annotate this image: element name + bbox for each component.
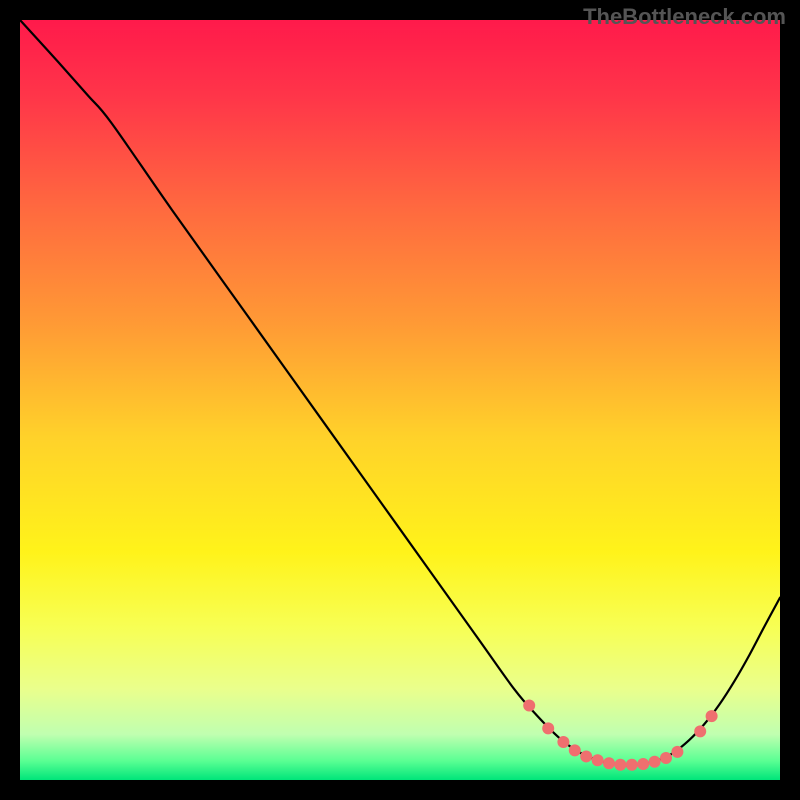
data-marker <box>580 750 592 762</box>
data-marker <box>637 758 649 770</box>
data-marker <box>706 710 718 722</box>
data-marker <box>626 759 638 771</box>
data-marker <box>614 759 626 771</box>
chart-svg <box>0 0 800 800</box>
chart-stage: TheBottleneck.com <box>0 0 800 800</box>
data-marker <box>694 725 706 737</box>
data-marker <box>542 722 554 734</box>
data-marker <box>523 700 535 712</box>
data-marker <box>649 756 661 768</box>
data-marker <box>671 746 683 758</box>
data-marker <box>660 752 672 764</box>
data-marker <box>569 744 581 756</box>
data-marker <box>592 754 604 766</box>
data-marker <box>557 736 569 748</box>
data-marker <box>603 757 615 769</box>
watermark-text: TheBottleneck.com <box>583 4 786 30</box>
gradient-background <box>20 20 780 780</box>
